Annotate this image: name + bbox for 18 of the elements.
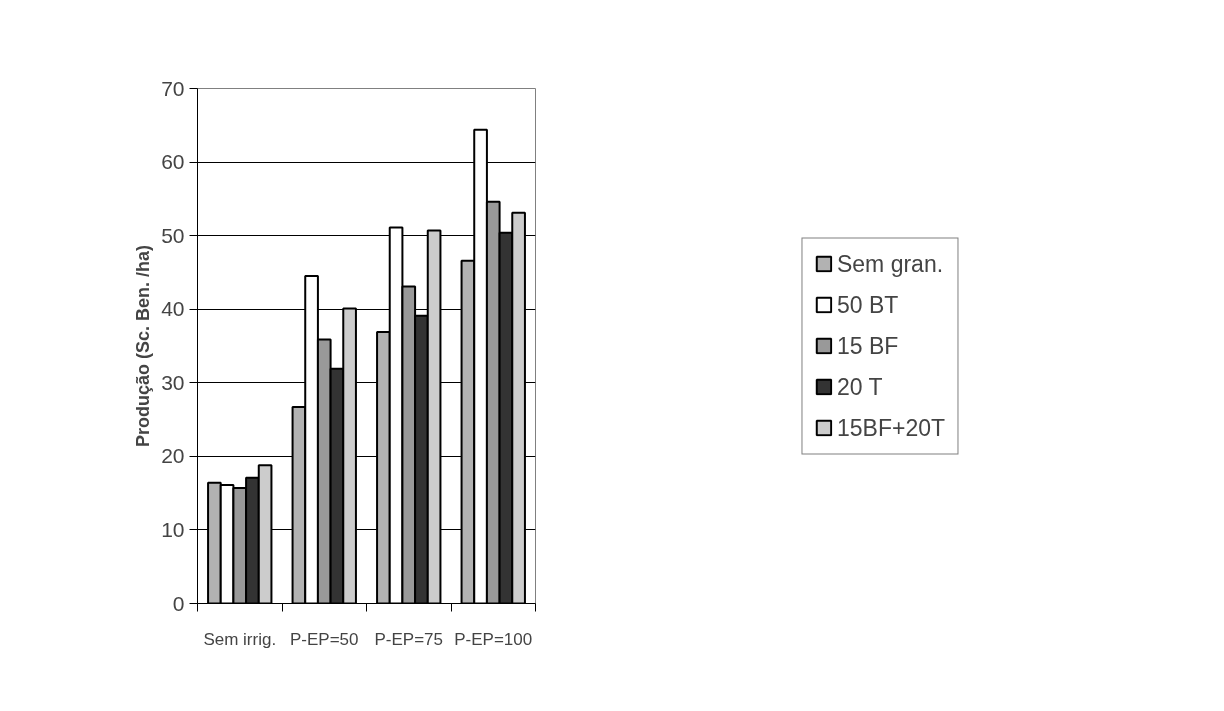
legend-label: 50 BT: [836, 291, 899, 318]
y-tick-label: 70: [161, 76, 185, 100]
y-tick-label: 0: [172, 591, 185, 615]
y-tick-label: 30: [161, 370, 185, 394]
y-tick-label: 50: [161, 223, 185, 247]
y-tick-label: 40: [161, 297, 185, 321]
legend-label: 15BF+20T: [836, 414, 946, 441]
legend-label: 15 BF: [836, 332, 899, 359]
x-tick-label: P-EP=100: [454, 629, 533, 649]
legend-label: Sem gran.: [836, 250, 944, 277]
y-tick-label: 10: [161, 517, 185, 541]
x-tick-label: P-EP=50: [289, 629, 359, 649]
y-tick-label: 20: [161, 444, 185, 468]
x-tick-label: P-EP=75: [374, 629, 444, 649]
legend-label: 20 T: [836, 373, 883, 400]
y-axis-title: Produção (Sc. Ben. /ha): [133, 244, 154, 448]
y-tick-label: 60: [161, 150, 185, 174]
x-tick-label: Sem irrig.: [203, 629, 277, 649]
